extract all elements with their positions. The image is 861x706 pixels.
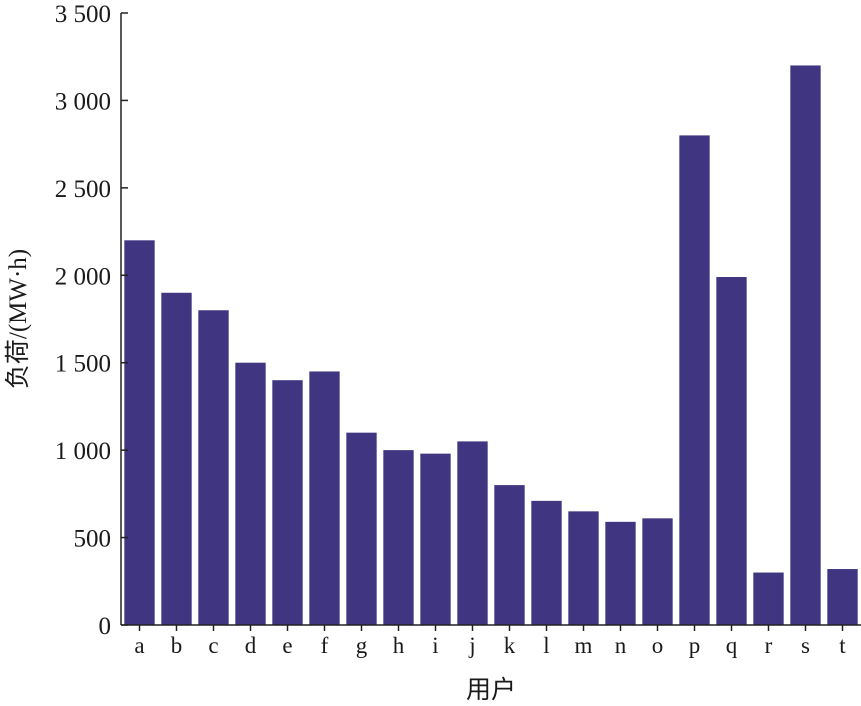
bar-d bbox=[235, 362, 266, 625]
x-axis-title: 用户 bbox=[466, 676, 516, 704]
y-tick-label: 1 000 bbox=[55, 438, 111, 465]
bar-f bbox=[309, 371, 340, 625]
y-tick-label: 3 000 bbox=[55, 88, 111, 115]
y-tick-label: 2 500 bbox=[55, 176, 111, 203]
x-tick-label-m: m bbox=[575, 633, 593, 658]
bar-q bbox=[716, 277, 747, 625]
x-tick-label-b: b bbox=[171, 633, 183, 658]
axes-layer bbox=[120, 13, 861, 626]
y-tick-label: 500 bbox=[74, 526, 112, 553]
bar-a bbox=[124, 240, 155, 625]
x-tick-label-q: q bbox=[726, 633, 738, 658]
y-tick-label: 1 500 bbox=[55, 351, 111, 378]
bar-j bbox=[457, 441, 488, 625]
bar-n bbox=[605, 521, 636, 625]
y-tick-label: 3 500 bbox=[55, 1, 111, 28]
bar-o bbox=[642, 518, 673, 625]
bar-e bbox=[272, 380, 303, 625]
y-axis-title: 负荷/(MW·h) bbox=[4, 249, 32, 389]
x-tick-label-j: j bbox=[468, 633, 475, 658]
x-tick-label-r: r bbox=[765, 633, 773, 658]
x-tick-label-g: g bbox=[356, 633, 368, 658]
x-tick-label-k: k bbox=[504, 633, 516, 658]
bar-r bbox=[753, 572, 784, 625]
x-tick-label-f: f bbox=[321, 633, 329, 658]
x-tick-label-o: o bbox=[652, 633, 664, 658]
x-tick-label-h: h bbox=[393, 633, 405, 658]
bar-i bbox=[420, 453, 451, 625]
x-tick-label-d: d bbox=[245, 633, 257, 658]
x-tick-label-t: t bbox=[839, 633, 846, 658]
x-tick-label-a: a bbox=[134, 633, 144, 658]
y-tick-label: 2 000 bbox=[55, 263, 111, 290]
y-tick-label: 0 bbox=[99, 613, 112, 640]
x-tick-label-n: n bbox=[615, 633, 627, 658]
bar-c bbox=[198, 310, 229, 625]
x-tick-label-s: s bbox=[801, 633, 810, 658]
bar-h bbox=[383, 450, 414, 625]
x-tick-label-p: p bbox=[689, 633, 701, 658]
x-tick-label-i: i bbox=[432, 633, 438, 658]
x-tick-label-c: c bbox=[208, 633, 218, 658]
bar-k bbox=[494, 485, 525, 625]
y-ticks: 0 500 1 000 1 500 2 000 2 500 3 000 3 500 bbox=[55, 1, 128, 640]
bar-t bbox=[827, 569, 858, 625]
x-tick-label-e: e bbox=[282, 633, 292, 658]
bar-g bbox=[346, 432, 377, 625]
bar-p bbox=[679, 135, 710, 625]
bar-m bbox=[568, 511, 599, 625]
bar-l bbox=[531, 500, 562, 625]
x-tick-label-l: l bbox=[543, 633, 549, 658]
bar-s bbox=[790, 65, 821, 625]
bars-layer bbox=[124, 65, 858, 625]
bar-b bbox=[161, 292, 192, 625]
